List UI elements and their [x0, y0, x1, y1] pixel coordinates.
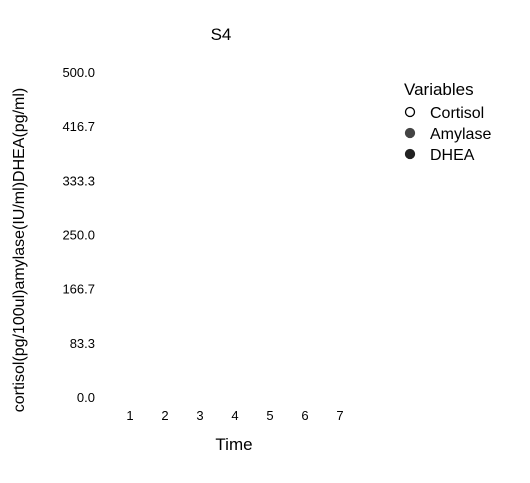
- legend-title: Variables: [404, 80, 474, 99]
- legend-label-cortisol: Cortisol: [430, 105, 484, 122]
- y-tick-label: 250.0: [62, 228, 95, 243]
- y-tick-label: 416.7: [62, 119, 95, 134]
- x-tick-label: 5: [266, 408, 273, 423]
- legend-marker-cortisol: [404, 106, 416, 118]
- y-axis-ticks: 0.0 83.3 166.7 250.0 333.3 416.7 500.0: [62, 65, 95, 405]
- chart-title: S4: [211, 25, 232, 44]
- legend: Variables Cortisol Amylase DHEA: [404, 80, 491, 164]
- y-axis-label: cortisol(pg/100ul)amylase(IU/ml)DHEA(pg/…: [11, 88, 28, 413]
- legend-entries: Cortisol Amylase DHEA: [404, 105, 491, 164]
- y-tick-label: 500.0: [62, 65, 95, 80]
- x-tick-label: 7: [336, 408, 343, 423]
- y-tick-label: 0.0: [77, 390, 95, 405]
- legend-label-dhea: DHEA: [430, 147, 475, 164]
- x-tick-label: 1: [126, 408, 133, 423]
- y-tick-label: 83.3: [70, 336, 95, 351]
- x-tick-label: 6: [301, 408, 308, 423]
- x-tick-label: 2: [161, 408, 168, 423]
- x-tick-label: 3: [196, 408, 203, 423]
- legend-marker-amylase: [404, 127, 416, 139]
- y-tick-label: 333.3: [62, 173, 95, 188]
- x-tick-label: 4: [231, 408, 238, 423]
- x-axis-label: Time: [215, 435, 252, 454]
- legend-label-amylase: Amylase: [430, 126, 491, 143]
- y-tick-label: 166.7: [62, 282, 95, 297]
- x-axis-ticks: 1 2 3 4 5 6 7: [126, 408, 343, 423]
- legend-marker-dhea: [404, 148, 416, 160]
